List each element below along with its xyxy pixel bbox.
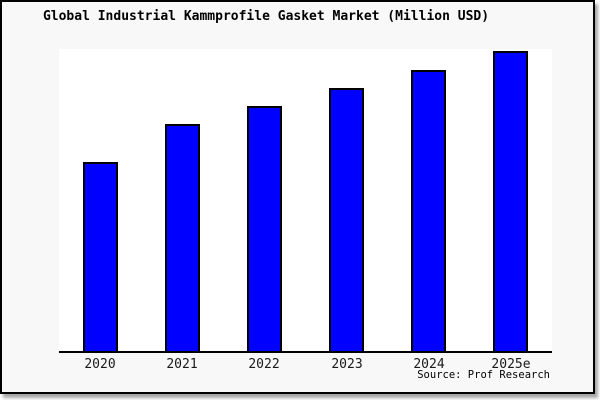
- chart-frame: Global Industrial Kammprofile Gasket Mar…: [0, 0, 595, 394]
- bar-2023: [329, 88, 364, 351]
- bar-2024: [411, 70, 446, 351]
- x-tick-label-2020: 2020: [84, 357, 116, 372]
- bar-2022: [247, 106, 282, 351]
- x-axis-ticks: 2020 2021 2022 2023 2024 2025e: [59, 357, 552, 373]
- bar-2025e: [493, 51, 528, 351]
- x-tick-label-2024: 2024: [413, 357, 445, 372]
- bar-2021: [165, 124, 200, 351]
- bar-2020: [83, 162, 118, 351]
- x-tick-label-2023: 2023: [331, 357, 363, 372]
- source-credit: Source: Prof Research: [417, 369, 550, 381]
- x-tick-label-2022: 2022: [248, 357, 280, 372]
- chart-title: Global Industrial Kammprofile Gasket Mar…: [42, 9, 490, 24]
- x-tick-label-2025e: 2025e: [491, 357, 531, 372]
- plot-area: [59, 49, 552, 353]
- x-tick-label-2021: 2021: [166, 357, 198, 372]
